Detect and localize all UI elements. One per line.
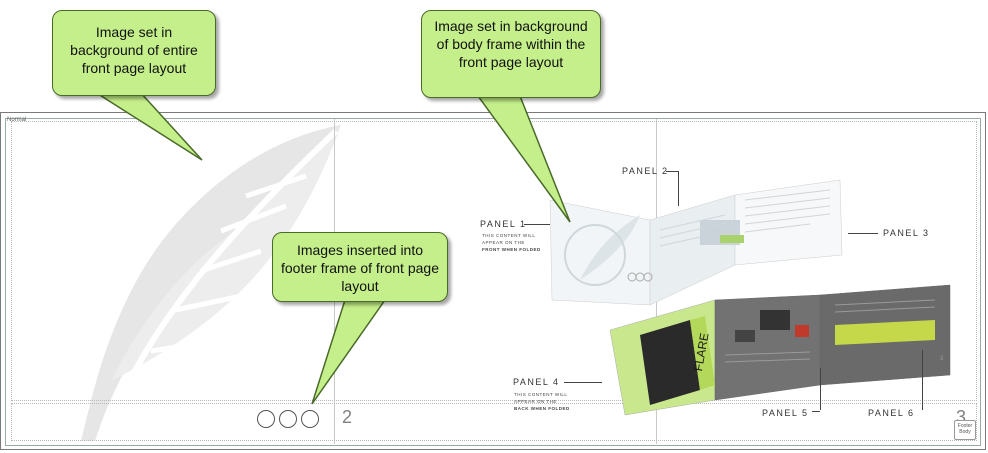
panel-1-label: PANEL 1 [480,219,527,229]
footer-circle-icon [257,410,275,428]
callout-footer-images: Images inserted into footer frame of fro… [272,232,448,302]
leader-line [922,350,923,410]
panel-4-note: THIS CONTENT WILL APPEAR ON THE BACK WHEN … [514,392,570,411]
leader-line [678,171,679,206]
brochure-illustration: FLARE 3 [549,179,951,416]
footer-circle-icon [279,410,297,428]
brochure-page-number: 3 [940,356,944,362]
style-label: Normal [7,117,27,123]
page-number-right: 3 [956,407,967,427]
feather-background-image [81,125,341,441]
product-name: FLARE [691,332,712,373]
panel-2-label: PANEL 2 [622,166,669,176]
footer-circle-icon [301,410,319,428]
page-frame [5,118,981,446]
body-frame [11,121,977,401]
leader-line [848,233,878,234]
leader-line [524,224,550,225]
leader-line [820,368,821,410]
panel-5-label: PANEL 5 [762,408,809,418]
footer-frame [11,403,977,441]
callout-entire-background: Image set in background of entire front … [52,10,216,96]
page-layout-canvas[interactable]: Normal 2 3 [0,112,986,450]
panel-1-note: THIS CONTENT WILL APPEAR ON THE FRONT WHEN… [482,233,541,252]
page-number-left: 2 [342,407,353,427]
footer-tag[interactable]: Footer Body [954,420,976,440]
leader-line [564,382,602,383]
panel-6-label: PANEL 6 [868,408,915,418]
panel-3-label: PANEL 3 [883,228,930,238]
callout-body-background: Image set in background of body frame wi… [421,10,601,98]
leader-line [666,171,678,172]
panel-4-label: PANEL 4 [513,377,560,387]
leader-line [812,411,820,412]
